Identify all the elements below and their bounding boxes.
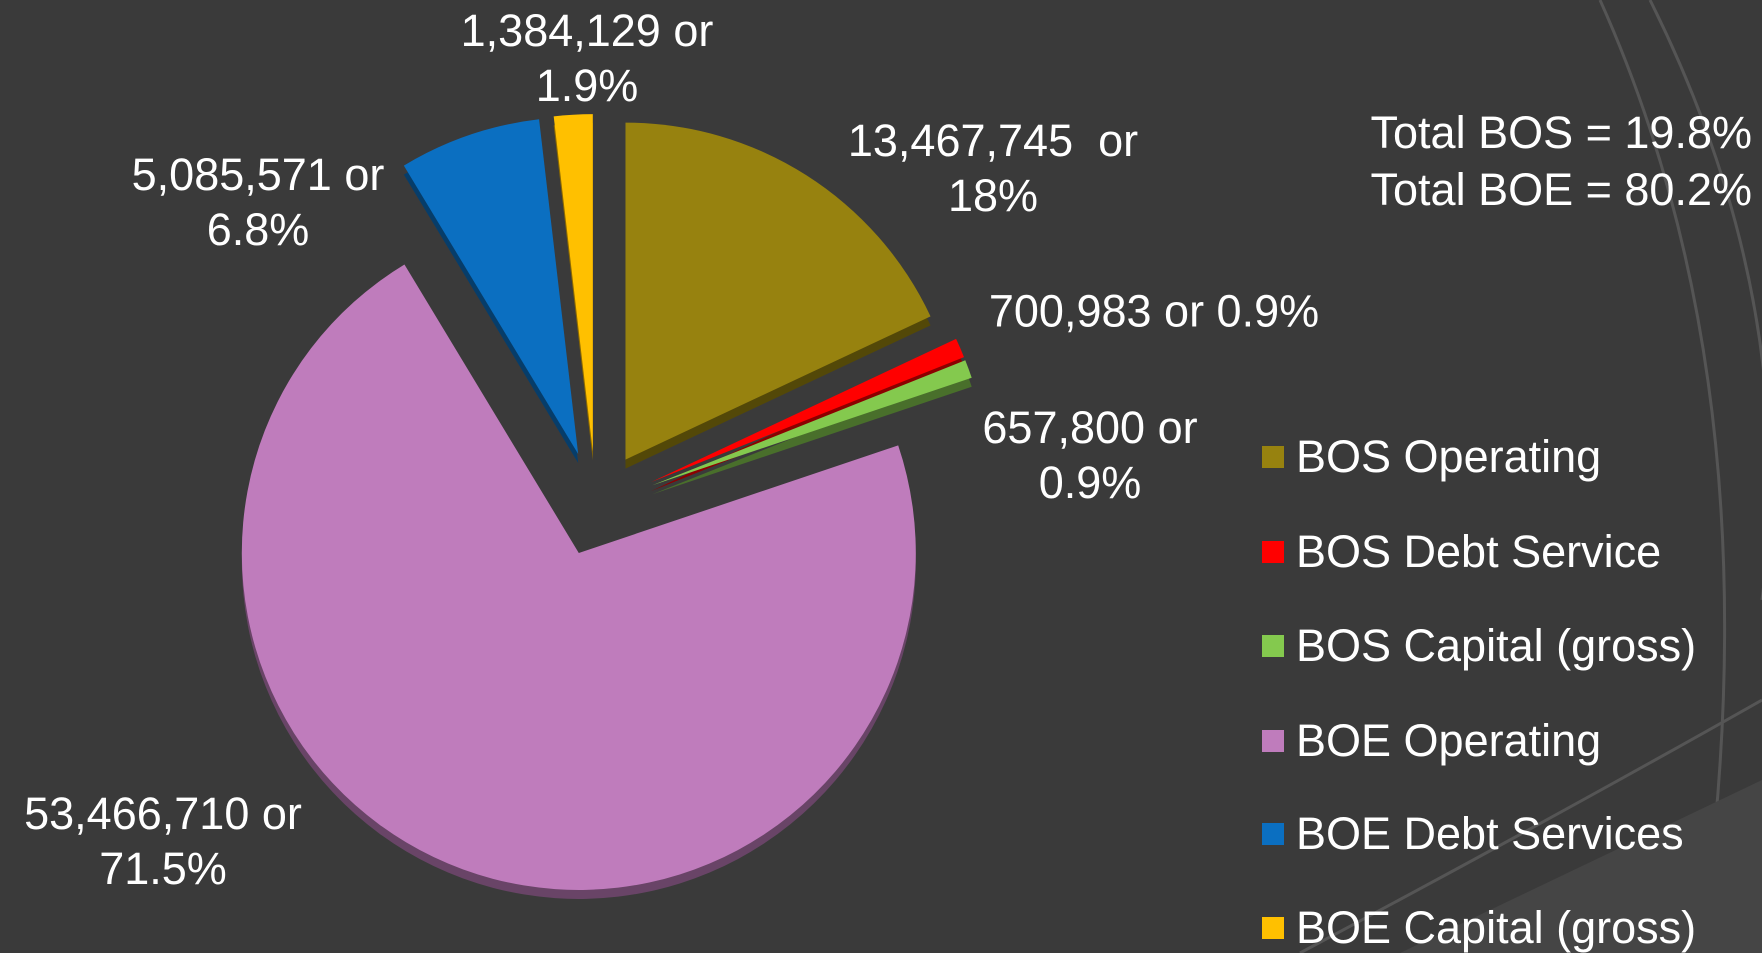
annotation: Total BOE = 80.2%	[1370, 164, 1752, 215]
data-label: 1,384,129 or 1.9%	[460, 5, 726, 111]
legend-swatch	[1262, 823, 1284, 845]
legend-label: BOS Capital (gross)	[1296, 620, 1697, 671]
slice	[553, 114, 593, 452]
legend-label: BOE Capital (gross)	[1296, 902, 1697, 953]
legend-label: BOS Operating	[1296, 431, 1602, 482]
legend-swatch	[1262, 446, 1284, 468]
background-decoration	[1299, 0, 1762, 953]
data-label: 5,085,571 or 6.8%	[131, 149, 397, 255]
legend-label: BOE Operating	[1296, 715, 1602, 766]
legend-item: BOS Capital (gross)	[1262, 620, 1696, 672]
slice	[241, 264, 916, 890]
data-label: 657,800 or 0.9%	[982, 402, 1211, 508]
legend-swatch	[1262, 541, 1284, 563]
legend-label: BOE Debt Services	[1296, 808, 1684, 859]
slice	[403, 119, 579, 454]
data-label: 700,983 or 0.9%	[988, 285, 1320, 337]
deco-arc	[1648, 0, 1762, 600]
legend-item: BOE Debt Services	[1262, 808, 1684, 860]
legend-item: BOS Operating	[1262, 431, 1601, 483]
slice	[625, 122, 931, 460]
legend-label: BOS Debt Service	[1296, 526, 1662, 577]
legend-swatch	[1262, 730, 1284, 752]
deco-shape	[1400, 780, 1762, 953]
annotation: Total BOS = 19.8%	[1370, 107, 1752, 158]
legend-swatch	[1262, 917, 1284, 939]
legend-item: BOS Debt Service	[1262, 526, 1661, 578]
slice	[651, 338, 964, 483]
data-label: 13,467,745 or 18%	[847, 115, 1151, 221]
legend-item: BOE Capital (gross)	[1262, 902, 1696, 953]
legend-swatch	[1262, 635, 1284, 657]
deco-arc	[1299, 698, 1762, 953]
data-label: 53,466,710 or 71.5%	[24, 788, 315, 894]
deco-arc	[1598, 0, 1727, 953]
slice	[652, 360, 972, 486]
legend-item: BOE Operating	[1262, 715, 1601, 767]
